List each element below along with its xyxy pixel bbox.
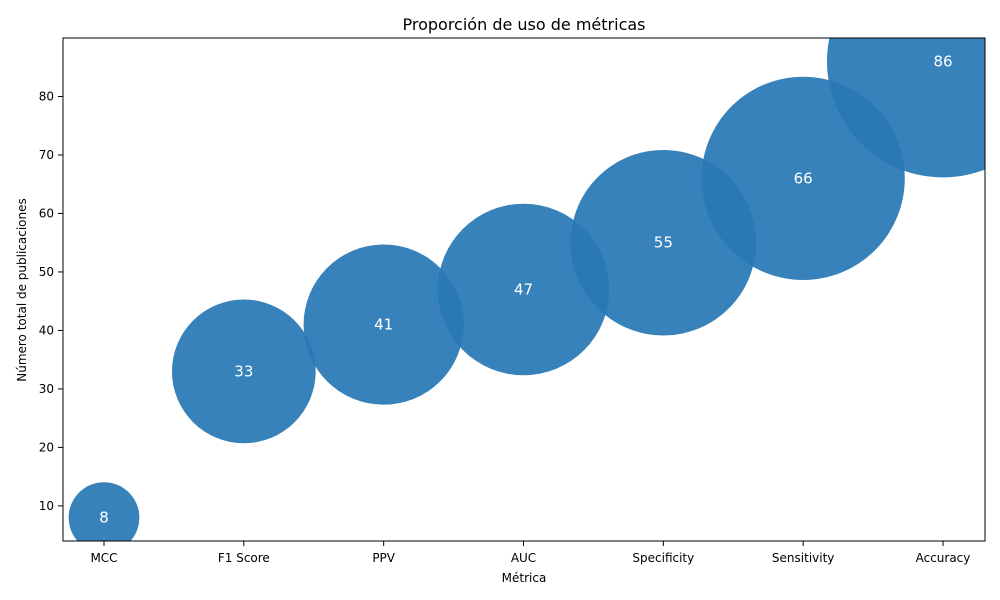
bubble-labels-layer: 8 33 41 47 55 66 86	[99, 52, 952, 526]
x-tick-label: AUC	[511, 551, 536, 565]
y-tick-label: 80	[39, 89, 54, 103]
y-axis: 10 20 30 40 50 60 70 80	[39, 89, 63, 513]
y-tick-label: 40	[39, 323, 54, 337]
bubble-value-label: 41	[374, 316, 393, 334]
x-tick-label: Sensitivity	[772, 551, 834, 565]
y-tick-label: 10	[39, 499, 54, 513]
y-tick-label: 70	[39, 148, 54, 162]
bubbles-layer	[68, 38, 985, 541]
y-tick-label: 50	[39, 265, 54, 279]
x-tick-label: Accuracy	[916, 551, 971, 565]
y-tick-label: 30	[39, 382, 54, 396]
bubble-value-label: 66	[794, 169, 813, 187]
bubble-auc	[437, 203, 610, 376]
bubble-value-label: 8	[99, 509, 109, 527]
x-axis-label: Métrica	[502, 571, 547, 585]
bubble-value-label: 55	[654, 234, 673, 252]
bubble-mcc	[68, 482, 140, 541]
x-tick-label: F1 Score	[218, 551, 270, 565]
bubble-value-label: 86	[933, 52, 952, 70]
x-tick-label: Specificity	[632, 551, 694, 565]
bubble-value-label: 33	[234, 362, 253, 380]
x-axis: MCC F1 Score PPV AUC Specificity Sensitivity A…	[90, 541, 970, 565]
y-tick-label: 20	[39, 440, 54, 454]
x-tick-label: PPV	[372, 551, 395, 565]
y-axis-label: Número total de publicaciones	[15, 198, 29, 382]
bubble-accuracy	[827, 38, 985, 178]
x-tick-label: MCC	[90, 551, 117, 565]
bubble-value-label: 47	[514, 281, 533, 299]
bubble-ppv	[303, 244, 464, 405]
chart-title: Proporción de uso de métricas	[403, 15, 646, 34]
y-tick-label: 60	[39, 206, 54, 220]
bubble-f1-score	[171, 299, 316, 444]
